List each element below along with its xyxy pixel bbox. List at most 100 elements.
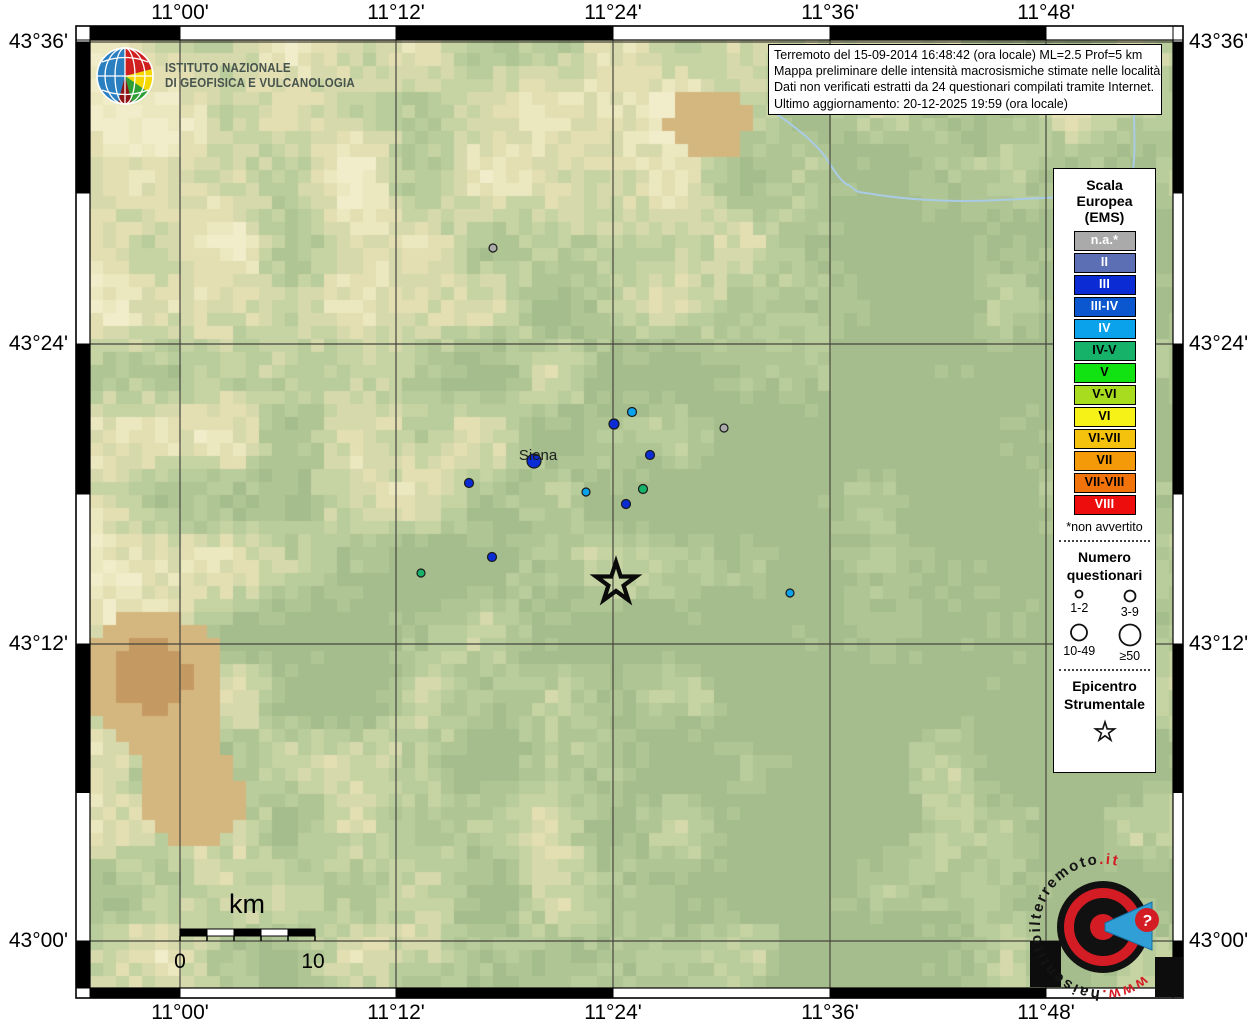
scale-bar-start-label: 0	[174, 950, 186, 973]
intensity-point-III	[463, 477, 475, 489]
frame-segment	[75, 343, 91, 495]
frame-segment	[829, 987, 1047, 999]
intensity-point-na	[488, 243, 498, 253]
legend-swatch-V: V	[1073, 363, 1136, 383]
frame-segment	[1045, 25, 1174, 41]
intensity-point-III	[526, 453, 542, 469]
legend-swatch-VI-VII: VI-VII	[1073, 429, 1136, 449]
frame-segment	[395, 987, 614, 999]
questionnaire-size-item: 10-49	[1054, 622, 1105, 663]
event-info-line4: Ultimo aggiornamento: 20-12-2025 19:59 (…	[774, 96, 1068, 111]
questionnaire-size-label: 10-49	[1063, 644, 1096, 658]
legend-divider	[1059, 540, 1150, 542]
legend-title-line2: Europea	[1076, 193, 1133, 209]
questionnaires-title-line1: Numero	[1078, 549, 1131, 565]
scale-bar-segment	[260, 928, 289, 937]
ingv-logo: ISTITUTO NAZIONALE DI GEOFISICA E VULCAN…	[94, 45, 371, 107]
legend-divider	[1059, 669, 1150, 671]
questionnaires-title: Numero questionari	[1054, 548, 1155, 584]
scale-bar-segment	[287, 928, 316, 937]
questionnaire-size-item: 3-9	[1105, 588, 1156, 619]
frame-segment	[89, 25, 181, 41]
map-inner-frame	[89, 39, 1174, 989]
frame-segment	[75, 41, 91, 194]
watermark-question-mark: ?	[1140, 912, 1153, 931]
questionnaire-size-item: 1-2	[1054, 588, 1105, 619]
intensity-point-III	[608, 418, 620, 430]
legend-swatch-IV-V: IV-V	[1073, 341, 1136, 361]
frame-segment	[1172, 192, 1184, 345]
scale-bar-segment	[206, 928, 235, 937]
frame-segment	[75, 643, 91, 793]
epicenter-title-line1: Epicentro	[1072, 678, 1137, 694]
scale-bar-end-label: 10	[301, 950, 324, 973]
ingv-globe-icon	[96, 47, 154, 105]
legend-swatch-IV: IV	[1073, 319, 1136, 339]
frame-segment	[829, 25, 1047, 41]
ingv-wordmark: ISTITUTO NAZIONALE DI GEOFISICA E VULCAN…	[165, 61, 355, 92]
terrain-raster	[90, 40, 1173, 988]
legend-swatch-VIII: VIII	[1073, 495, 1136, 515]
scale-bar-segment	[179, 928, 208, 937]
watermark-black-square	[1155, 957, 1183, 997]
haisentito-logo: www.haisentitoilterremoto.it?	[1027, 851, 1183, 1003]
legend-swatch-V-VI: V-VI	[1073, 385, 1136, 405]
intensity-point-IV-V	[416, 568, 426, 578]
epicenter-star-icon	[1092, 719, 1117, 743]
legend-title-line3: (EMS)	[1084, 209, 1125, 225]
frame-corner	[75, 25, 91, 41]
questionnaire-circle-icon	[1074, 589, 1084, 599]
legend-title-line1: Scala	[1086, 177, 1123, 193]
epicenter-title: Epicentro Strumentale	[1054, 677, 1155, 713]
intensity-point-III	[486, 551, 498, 563]
frame-segment	[1172, 343, 1184, 495]
intensity-point-IV	[581, 487, 591, 497]
questionnaire-circle-icon	[1070, 623, 1089, 642]
frame-segment	[395, 25, 614, 41]
questionnaire-size-label: 1-2	[1070, 601, 1089, 615]
questionnaire-size-label: ≥50	[1119, 649, 1141, 663]
frame-segment	[89, 987, 181, 999]
event-info-line3: Dati non verificati estratti da 24 quest…	[774, 80, 1155, 95]
frame-segment	[612, 987, 831, 999]
questionnaire-size-item: ≥50	[1105, 622, 1156, 663]
scale-bar-unit: km	[229, 889, 265, 919]
questionnaire-size-label: 3-9	[1120, 605, 1139, 619]
frame-segment	[75, 192, 91, 345]
frame-segment	[612, 25, 831, 41]
legend-panel: Scala Europea (EMS) n.a.* II III III-IV IV IV…	[1053, 168, 1156, 773]
questionnaire-circle-icon	[1118, 623, 1142, 647]
intensity-point-IV	[785, 588, 795, 598]
legend-swatch-VII: VII	[1073, 451, 1136, 471]
legend-swatch-II: II	[1073, 253, 1136, 273]
event-info-line1: Terremoto del 15-09-2014 16:48:42 (ora l…	[774, 48, 1143, 62]
intensity-point-na	[719, 423, 729, 433]
frame-segment	[1172, 493, 1184, 645]
intensity-point-IV	[626, 406, 638, 418]
frame-corner	[1172, 25, 1184, 41]
frame-segment	[179, 25, 397, 41]
frame-segment	[75, 493, 91, 645]
frame-segment	[179, 987, 397, 999]
watermark-question-disc	[1135, 908, 1159, 932]
ingv-name-line2: DI GEOFISICA E VULCANOLOGIA	[165, 76, 355, 90]
epicenter-star	[589, 555, 643, 606]
frame-corner	[75, 987, 91, 999]
legend-intensity-scale: n.a.* II III III-IV IV IV-V V V-VI VI VI-VII VII VI…	[1054, 231, 1155, 515]
legend-swatch-na: n.a.*	[1073, 231, 1136, 251]
frame-segment	[75, 792, 91, 942]
frame-segment	[1172, 41, 1184, 194]
map-outer-frame	[75, 25, 1184, 999]
legend-swatch-III: III	[1073, 275, 1136, 295]
legend-swatch-VI: VI	[1073, 407, 1136, 427]
intensity-point-III	[620, 498, 632, 510]
questionnaire-sizes: 1-2 3-9 10-49 ≥50	[1054, 588, 1155, 663]
questionnaires-title-line2: questionari	[1066, 567, 1143, 583]
legend-swatch-VII-VIII: VII-VIII	[1073, 473, 1136, 493]
legend-title: Scala Europea (EMS)	[1054, 177, 1155, 225]
questionnaire-circle-icon	[1123, 589, 1137, 603]
event-info-line2: Mappa preliminare delle intensità macros…	[774, 64, 1161, 79]
place-label-siena: Siena	[519, 447, 558, 464]
intensity-point-III	[644, 449, 656, 461]
